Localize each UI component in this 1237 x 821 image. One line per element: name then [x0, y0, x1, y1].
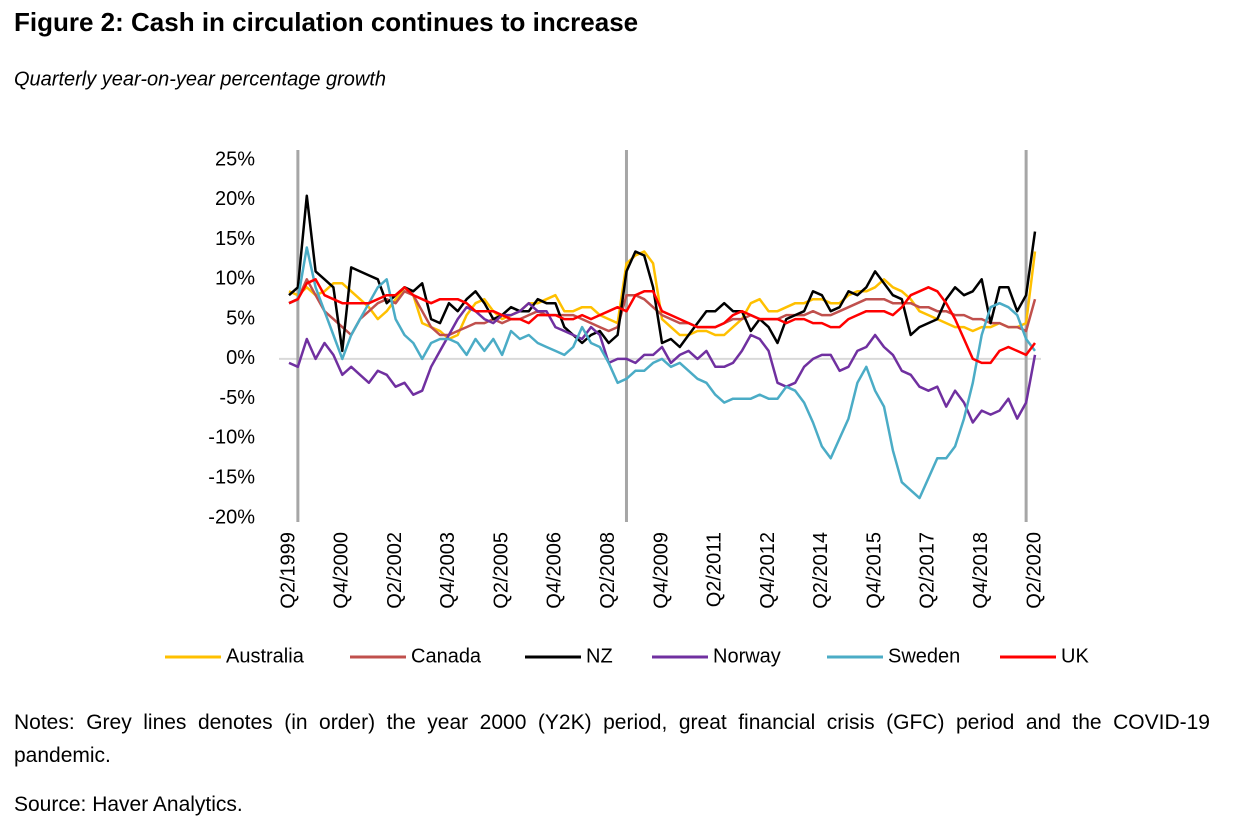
y-tick-label: 25%: [215, 148, 255, 170]
x-tick-label: Q2/2002: [384, 532, 406, 609]
x-tick-label: Q2/2008: [597, 532, 619, 609]
y-tick-label: -20%: [208, 506, 255, 528]
x-tick-label: Q2/2014: [810, 532, 832, 609]
series-line: [288, 194, 1037, 353]
x-tick-label: Q4/2006: [544, 532, 566, 609]
source: Source: Haver Analytics.: [14, 793, 243, 816]
legend-label: Sweden: [888, 645, 960, 667]
x-tick-label: Q4/2015: [863, 532, 885, 609]
y-tick-label: 0%: [226, 347, 255, 369]
x-tick-label: Q4/2009: [650, 532, 672, 609]
chart: Figure 2: Cash in circulation continues …: [14, 7, 1089, 667]
x-tick-label: Q4/2000: [331, 532, 353, 609]
x-tick-label: Q2/2005: [490, 532, 512, 609]
y-tick-label: 15%: [215, 228, 255, 250]
chart-subtitle: Quarterly year-on-year percentage growth: [14, 68, 386, 90]
x-tick-label: Q4/2003: [437, 532, 459, 609]
y-tick-label: 20%: [215, 188, 255, 210]
x-tick-label: Q4/2018: [970, 532, 992, 609]
x-tick-label: Q2/2020: [1023, 532, 1045, 609]
series-line: [288, 246, 1037, 500]
x-tick-label: Q2/1999: [277, 532, 299, 609]
legend-label: UK: [1061, 645, 1089, 667]
legend-label: NZ: [586, 645, 613, 667]
legend-label: Canada: [411, 645, 482, 667]
series-line: [288, 278, 1037, 365]
series-line: [288, 301, 1037, 424]
notes: Notes: Grey lines denotes (in order) the…: [14, 711, 1210, 767]
y-tick-label: -10%: [208, 427, 255, 449]
y-tick-label: 10%: [215, 268, 255, 290]
y-tick-label: 5%: [226, 307, 255, 329]
y-tick-label: -5%: [219, 387, 255, 409]
legend-label: Australia: [226, 645, 305, 667]
x-tick-label: Q4/2012: [757, 532, 779, 609]
chart-title: Figure 2: Cash in circulation continues …: [14, 7, 638, 37]
x-tick-label: Q2/2011: [704, 532, 726, 607]
x-tick-label: Q2/2017: [917, 532, 939, 609]
legend-label: Norway: [713, 645, 781, 667]
y-tick-label: -15%: [208, 467, 255, 489]
